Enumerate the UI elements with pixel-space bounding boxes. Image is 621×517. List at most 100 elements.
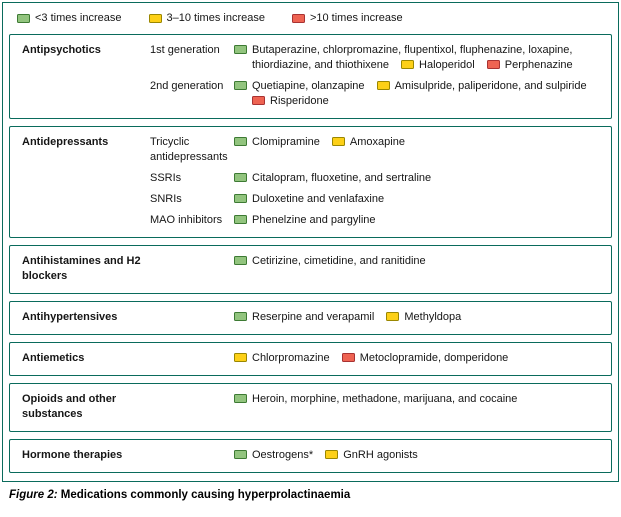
yellow-swatch — [331, 137, 345, 146]
entry-text: Duloxetine and venlafaxine — [252, 193, 385, 205]
section-title: Hormone therapies — [22, 449, 123, 461]
subcategory-label: 2nd generation — [150, 80, 224, 92]
legend: <3 times increase 3–10 times increase >10 … — [9, 11, 612, 34]
entry-text: Risperidone — [270, 95, 329, 107]
section-title: Opioids and other substances — [22, 393, 117, 420]
green-swatch — [234, 81, 247, 90]
entry-text: Heroin, morphine, methadone, marijuana, … — [252, 393, 518, 405]
entry: Phenelzine and pargyline — [234, 214, 376, 226]
entry-text: Oestrogens* — [252, 449, 314, 461]
figure-caption-label: Figure 2: — [9, 489, 58, 501]
figure-caption-text: Medications commonly causing hyperprolac… — [60, 489, 351, 501]
subcategory-label: 1st generation — [150, 44, 220, 56]
green-swatch — [234, 215, 247, 224]
entry: Duloxetine and venlafaxine — [234, 193, 384, 205]
entry: Amisulpride, paliperidone, and sulpiride — [376, 80, 587, 92]
section-box: Antihistamines and H2 blockers Cetirizine… — [9, 245, 612, 294]
figure: <3 times increase 3–10 times increase >10 … — [0, 2, 621, 501]
entry-text: Phenelzine and pargyline — [252, 214, 376, 226]
yellow-swatch — [386, 312, 400, 321]
entry: Amoxapine — [331, 136, 405, 148]
legend-label: 3–10 times increase — [166, 12, 265, 24]
section-rows: Tricyclic antidepressants Clomipramine Am… — [150, 135, 599, 228]
entry: Chlorpromazine — [234, 352, 330, 364]
entry-text: Citalopram, fluoxetine, and sertraline — [252, 172, 432, 184]
section-box: Antidepressants Tricyclic antidepressants… — [9, 126, 612, 238]
legend-item: <3 times increase — [17, 12, 122, 24]
entry: Quetiapine, olanzapine — [234, 80, 365, 92]
subcategory-label: MAO inhibitors — [150, 214, 223, 226]
entry: Butaperazine, chlorpromazine, flupentixo… — [234, 44, 572, 71]
green-swatch — [234, 256, 247, 265]
entry: Methyldopa — [386, 311, 461, 323]
sections: Antipsychotics 1st generation Butaperazine… — [9, 34, 612, 473]
section-title: Antipsychotics — [22, 44, 101, 56]
entry-text: Perphenazine — [504, 59, 573, 71]
entries: Oestrogens* GnRH agonists — [234, 448, 599, 463]
yellow-swatch — [234, 353, 247, 362]
entry-text: Metoclopramide, domperidone — [359, 352, 509, 364]
entries: Duloxetine and venlafaxine — [234, 192, 599, 207]
section-rows: Reserpine and verapamil Methyldopa — [150, 310, 599, 325]
section-row: Heroin, morphine, methadone, marijuana, … — [150, 392, 599, 407]
green-swatch — [234, 137, 247, 146]
section-rows: Cetirizine, cimetidine, and ranitidine — [150, 254, 599, 269]
green-swatch — [234, 45, 247, 54]
green-swatch — [234, 194, 247, 203]
yellow-swatch — [148, 13, 162, 23]
green-swatch — [234, 394, 247, 403]
entry-text: Quetiapine, olanzapine — [252, 80, 365, 92]
entry: Perphenazine — [486, 59, 573, 71]
red-swatch — [291, 13, 305, 23]
section-row: 1st generation Butaperazine, chlorpromazi… — [150, 43, 599, 73]
yellow-swatch — [401, 60, 415, 69]
section-row: Oestrogens* GnRH agonists — [150, 448, 599, 463]
figure-caption: Figure 2: Medications commonly causing h… — [9, 489, 621, 501]
red-swatch — [486, 60, 500, 69]
entry-text: Butaperazine, chlorpromazine, flupentixo… — [252, 44, 573, 71]
red-swatch — [252, 96, 265, 105]
subcategory-label: Tricyclic antidepressants — [150, 136, 228, 163]
entry: GnRH agonists — [325, 449, 418, 461]
entries: Quetiapine, olanzapine Amisulpride, pali… — [234, 79, 599, 109]
entries: Clomipramine Amoxapine — [234, 135, 599, 150]
entry: Haloperidol — [401, 59, 475, 71]
section-rows: Oestrogens* GnRH agonists — [150, 448, 599, 463]
legend-item: 3–10 times increase — [148, 12, 265, 24]
subcategory-label: SNRIs — [150, 193, 182, 205]
entry: Cetirizine, cimetidine, and ranitidine — [234, 255, 426, 267]
entry: Citalopram, fluoxetine, and sertraline — [234, 172, 431, 184]
legend-item: >10 times increase — [291, 12, 403, 24]
entry-text: Clomipramine — [252, 136, 320, 148]
entries: Citalopram, fluoxetine, and sertraline — [234, 171, 599, 186]
section-row: Cetirizine, cimetidine, and ranitidine — [150, 254, 599, 269]
section-box: Antihypertensives Reserpine and verapamil… — [9, 301, 612, 335]
section-title: Antidepressants — [22, 136, 109, 148]
entry: Risperidone — [252, 95, 329, 107]
yellow-swatch — [325, 450, 339, 459]
entry-text: Cetirizine, cimetidine, and ranitidine — [252, 255, 426, 267]
legend-label: <3 times increase — [35, 12, 122, 24]
entries: Heroin, morphine, methadone, marijuana, … — [234, 392, 599, 407]
entry: Oestrogens* — [234, 449, 313, 461]
entry: Heroin, morphine, methadone, marijuana, … — [234, 393, 517, 405]
entries: Reserpine and verapamil Methyldopa — [234, 310, 599, 325]
entries: Phenelzine and pargyline — [234, 213, 599, 228]
entry-text: Amoxapine — [349, 136, 405, 148]
section-row: SNRIs Duloxetine and venlafaxine — [150, 192, 599, 207]
figure-frame: <3 times increase 3–10 times increase >10 … — [2, 2, 619, 482]
entries: Cetirizine, cimetidine, and ranitidine — [234, 254, 599, 269]
section-title: Antihistamines and H2 blockers — [22, 255, 141, 282]
section-row: 2nd generation Quetiapine, olanzapine Ami… — [150, 79, 599, 109]
entry: Clomipramine — [234, 136, 320, 148]
entries: Chlorpromazine Metoclopramide, domperido… — [234, 351, 599, 366]
section-box: Opioids and other substances Heroin, morp… — [9, 383, 612, 432]
section-title: Antiemetics — [22, 352, 85, 364]
entry-text: Haloperidol — [419, 59, 475, 71]
red-swatch — [341, 353, 355, 362]
entry-text: Chlorpromazine — [252, 352, 330, 364]
section-rows: 1st generation Butaperazine, chlorpromazi… — [150, 43, 599, 109]
entry-text: Amisulpride, paliperidone, and sulpiride — [394, 80, 587, 92]
entry: Reserpine and verapamil — [234, 311, 374, 323]
section-row: SSRIs Citalopram, fluoxetine, and sertral… — [150, 171, 599, 186]
